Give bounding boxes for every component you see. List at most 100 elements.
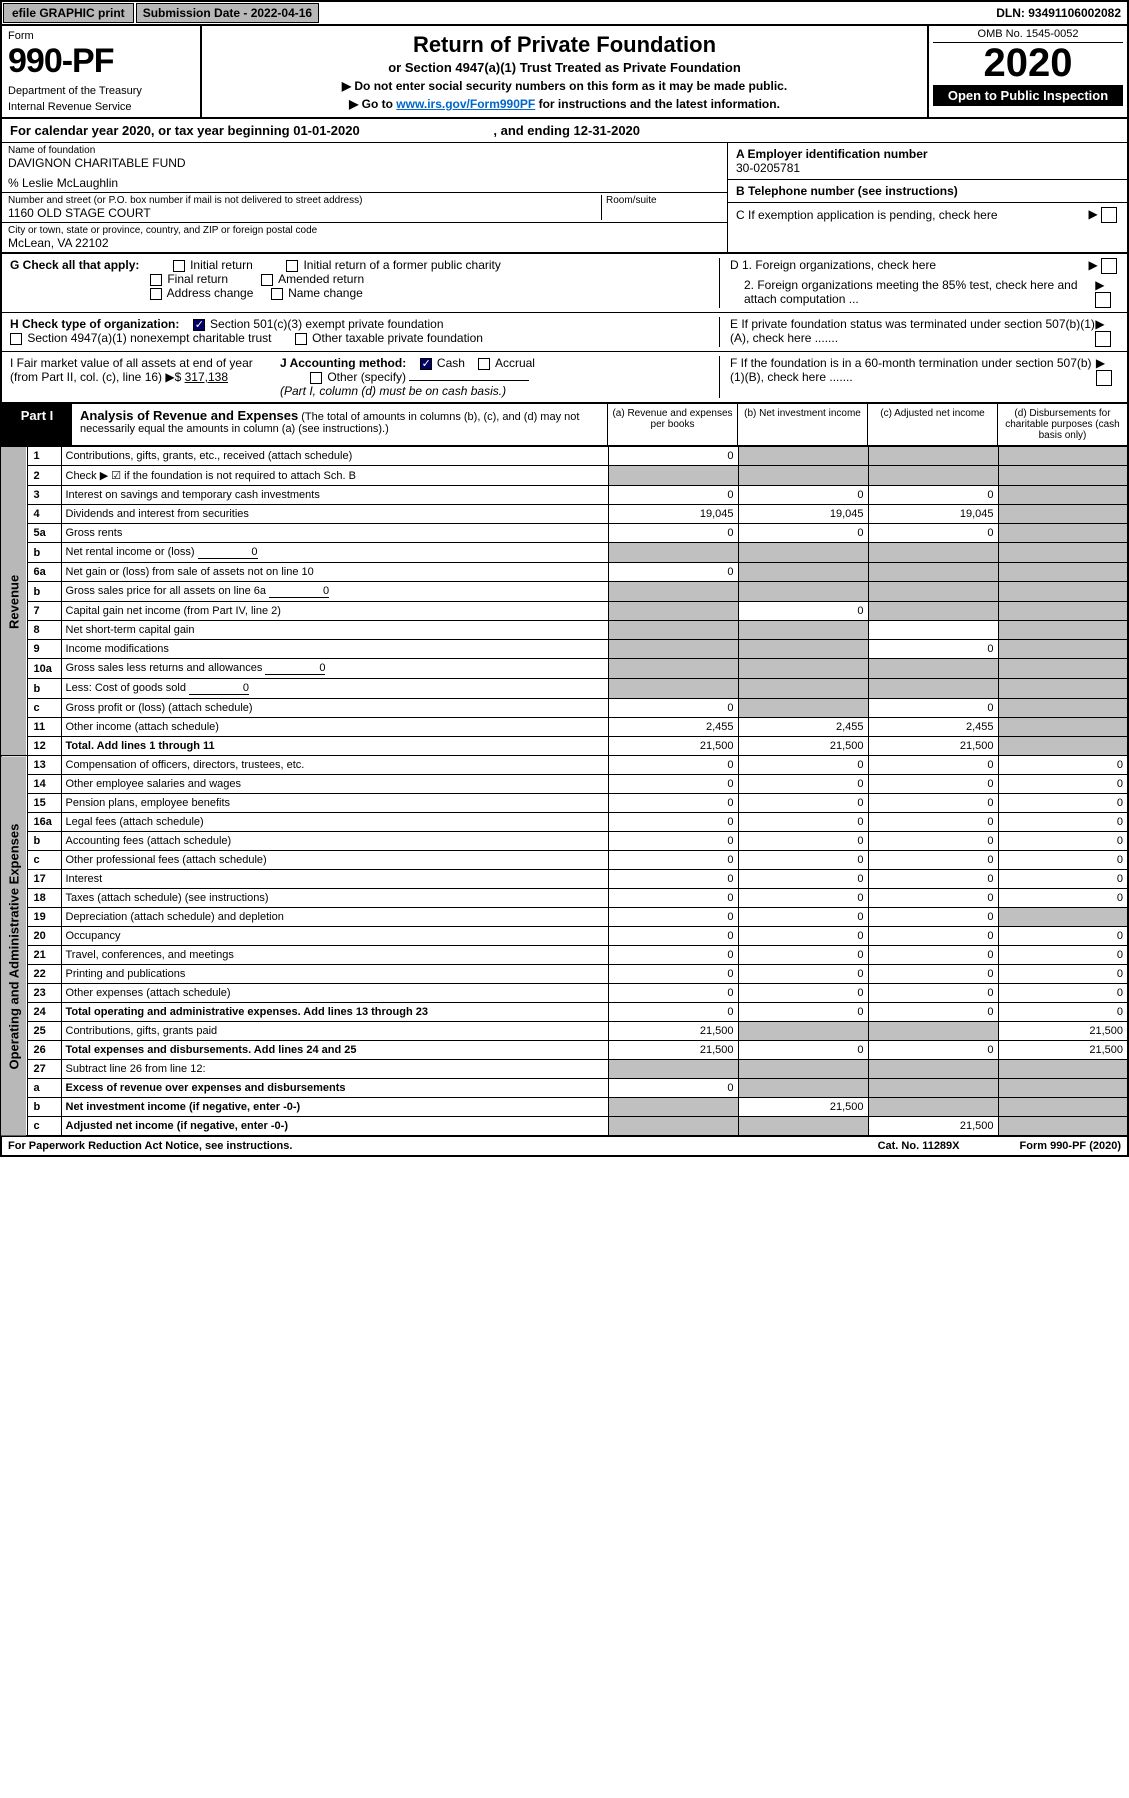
amount-col-c [868, 563, 998, 582]
amount-col-a: 0 [608, 1079, 738, 1098]
part1-header: Part I Analysis of Revenue and Expenses … [0, 404, 1129, 446]
amount-col-b [738, 1060, 868, 1079]
amount-col-d: 0 [998, 794, 1128, 813]
amount-col-b: 2,455 [738, 718, 868, 737]
table-row: bGross sales price for all assets on lin… [1, 582, 1128, 602]
line-description: Dividends and interest from securities [61, 505, 608, 524]
s501-checkbox[interactable] [193, 319, 205, 331]
amount-col-a: 0 [608, 563, 738, 582]
ein-label: A Employer identification number [736, 147, 1119, 161]
col-b-header: (b) Net investment income [737, 404, 867, 445]
line-number: 7 [27, 602, 61, 621]
amount-col-d [998, 1117, 1128, 1137]
f-section: F If the foundation is in a 60-month ter… [719, 356, 1119, 398]
amount-col-c: 0 [868, 486, 998, 505]
amount-col-b: 0 [738, 851, 868, 870]
amount-col-a [608, 1060, 738, 1079]
line-description: Other professional fees (attach schedule… [61, 851, 608, 870]
d1-checkbox[interactable] [1101, 258, 1117, 274]
header-center: Return of Private Foundation or Section … [202, 26, 927, 117]
line-description: Depreciation (attach schedule) and deple… [61, 908, 608, 927]
table-row: 3Interest on savings and temporary cash … [1, 486, 1128, 505]
amount-col-a: 0 [608, 699, 738, 718]
amount-col-a: 0 [608, 1003, 738, 1022]
line-number: c [27, 1117, 61, 1137]
col-a-header: (a) Revenue and expenses per books [607, 404, 737, 445]
name-change-checkbox[interactable] [271, 288, 283, 300]
amount-col-c [868, 659, 998, 679]
cash-checkbox[interactable] [420, 358, 432, 370]
city-value: McLean, VA 22102 [8, 236, 721, 250]
s4947-checkbox[interactable] [10, 333, 22, 345]
column-headers: (a) Revenue and expenses per books (b) N… [607, 404, 1127, 445]
amount-col-b: 0 [738, 946, 868, 965]
j-section: J Accounting method: Cash Accrual Other … [270, 356, 719, 398]
amount-col-d [998, 908, 1128, 927]
h-section: H Check type of organization: Section 50… [10, 317, 719, 347]
line-description: Adjusted net income (if negative, enter … [61, 1117, 608, 1137]
address-change-checkbox[interactable] [150, 288, 162, 300]
table-row: 14Other employee salaries and wages0000 [1, 775, 1128, 794]
line-description: Gross rents [61, 524, 608, 543]
d2-checkbox[interactable] [1095, 292, 1111, 308]
f-checkbox[interactable] [1096, 370, 1112, 386]
table-row: 12Total. Add lines 1 through 1121,50021,… [1, 737, 1128, 756]
line-description: Subtract line 26 from line 12: [61, 1060, 608, 1079]
amount-col-a [608, 466, 738, 486]
line-number: 25 [27, 1022, 61, 1041]
accrual-checkbox[interactable] [478, 358, 490, 370]
amount-col-a: 0 [608, 908, 738, 927]
irs-link[interactable]: www.irs.gov/Form990PF [396, 97, 535, 111]
form-subtitle: or Section 4947(a)(1) Trust Treated as P… [212, 60, 917, 75]
amount-col-b: 0 [738, 794, 868, 813]
line-number: 18 [27, 889, 61, 908]
amount-col-c: 0 [868, 889, 998, 908]
line-description: Pension plans, employee benefits [61, 794, 608, 813]
line-number: 16a [27, 813, 61, 832]
amount-col-b [738, 1117, 868, 1137]
amount-col-d: 0 [998, 756, 1128, 775]
amount-col-b: 21,500 [738, 737, 868, 756]
line-number: c [27, 699, 61, 718]
line-description: Total operating and administrative expen… [61, 1003, 608, 1022]
c-checkbox[interactable] [1101, 207, 1117, 223]
amount-col-b: 21,500 [738, 1098, 868, 1117]
other-taxable-checkbox[interactable] [295, 333, 307, 345]
other-method-checkbox[interactable] [310, 372, 322, 384]
line-description: Gross sales less returns and allowances … [61, 659, 608, 679]
amount-col-d: 0 [998, 984, 1128, 1003]
line-description: Excess of revenue over expenses and disb… [61, 1079, 608, 1098]
e-checkbox[interactable] [1095, 331, 1111, 347]
amount-col-c: 0 [868, 965, 998, 984]
calendar-year-row: For calendar year 2020, or tax year begi… [0, 119, 1129, 143]
line-description: Gross sales price for all assets on line… [61, 582, 608, 602]
dln-number: DLN: 93491106002082 [990, 4, 1127, 22]
final-return-checkbox[interactable] [150, 274, 162, 286]
amended-return-checkbox[interactable] [261, 274, 273, 286]
amount-col-b [738, 1022, 868, 1041]
initial-return-label: Initial return [190, 258, 253, 272]
line-number: b [27, 679, 61, 699]
entity-left: Name of foundation DAVIGNON CHARITABLE F… [2, 143, 727, 252]
amount-col-d [998, 679, 1128, 699]
e-section: E If private foundation status was termi… [719, 317, 1119, 347]
amount-col-a: 0 [608, 524, 738, 543]
goto-pre: ▶ Go to [349, 97, 396, 111]
line-number: 21 [27, 946, 61, 965]
efile-print-button[interactable]: efile GRAPHIC print [3, 3, 134, 23]
line-description: Legal fees (attach schedule) [61, 813, 608, 832]
amount-col-c: 0 [868, 946, 998, 965]
amount-col-a [608, 679, 738, 699]
table-row: Revenue1Contributions, gifts, grants, et… [1, 447, 1128, 466]
h-label: H Check type of organization: [10, 317, 179, 331]
line-description: Total. Add lines 1 through 11 [61, 737, 608, 756]
line-number: 5a [27, 524, 61, 543]
amount-col-b: 0 [738, 813, 868, 832]
initial-return-checkbox[interactable] [173, 260, 185, 272]
line-number: 11 [27, 718, 61, 737]
initial-former-checkbox[interactable] [286, 260, 298, 272]
amount-col-d: 0 [998, 775, 1128, 794]
goto-note: ▶ Go to www.irs.gov/Form990PF for instru… [212, 97, 917, 111]
table-row: cAdjusted net income (if negative, enter… [1, 1117, 1128, 1137]
line-description: Net rental income or (loss) 0 [61, 543, 608, 563]
